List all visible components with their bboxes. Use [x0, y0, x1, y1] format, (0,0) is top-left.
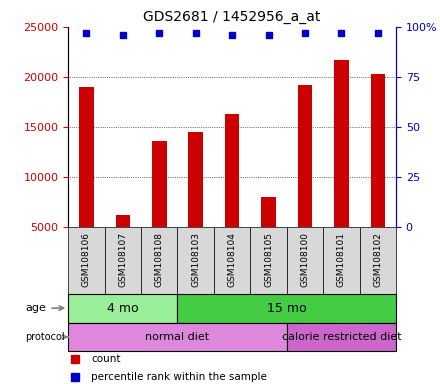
Text: percentile rank within the sample: percentile rank within the sample [91, 372, 267, 382]
Bar [68, 294, 177, 323]
Text: GSM108105: GSM108105 [264, 232, 273, 287]
Text: GSM108102: GSM108102 [373, 232, 382, 287]
Bar [141, 227, 177, 294]
Text: age: age [26, 303, 63, 313]
Bar [177, 294, 396, 323]
Bar [287, 227, 323, 294]
Bar [177, 227, 214, 294]
Bar [68, 323, 287, 351]
Text: GSM108108: GSM108108 [155, 232, 164, 287]
Bar [334, 60, 348, 227]
Text: calorie restricted diet: calorie restricted diet [282, 332, 401, 342]
Text: count: count [91, 354, 121, 364]
Text: protocol: protocol [26, 332, 68, 342]
Bar [116, 215, 130, 227]
Bar [298, 85, 312, 227]
Bar [287, 323, 396, 351]
Text: 4 mo: 4 mo [107, 302, 139, 314]
Bar [68, 227, 105, 294]
Text: GSM108101: GSM108101 [337, 232, 346, 287]
Text: GSM108100: GSM108100 [301, 232, 309, 287]
Bar [225, 114, 239, 227]
Text: GSM108103: GSM108103 [191, 232, 200, 287]
Bar [261, 197, 276, 227]
Text: GSM108104: GSM108104 [227, 232, 237, 287]
Bar [323, 227, 359, 294]
Bar [152, 141, 167, 227]
Text: 15 mo: 15 mo [267, 302, 307, 314]
Bar [188, 132, 203, 227]
Bar [370, 74, 385, 227]
Bar [79, 87, 94, 227]
Bar [214, 227, 250, 294]
Text: normal diet: normal diet [145, 332, 209, 342]
Text: GSM108106: GSM108106 [82, 232, 91, 287]
Bar [250, 227, 287, 294]
Bar [105, 227, 141, 294]
Title: GDS2681 / 1452956_a_at: GDS2681 / 1452956_a_at [143, 10, 321, 25]
Bar [359, 227, 396, 294]
Text: GSM108107: GSM108107 [118, 232, 127, 287]
